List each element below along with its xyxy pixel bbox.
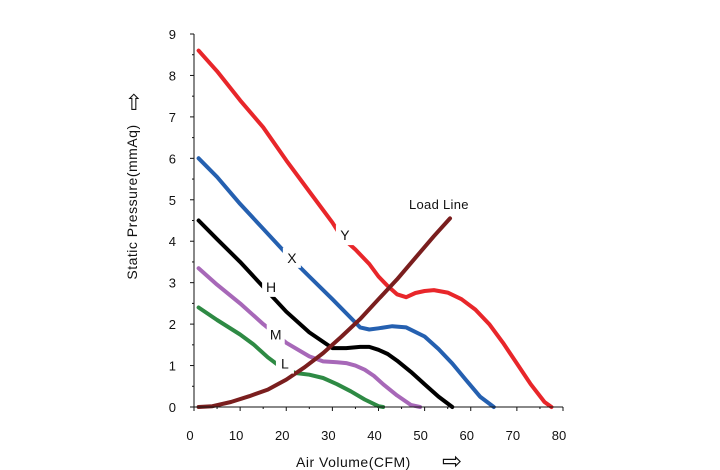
- y-tick-label: 7: [169, 110, 176, 125]
- y-tick-label: 6: [169, 151, 176, 166]
- y-tick-label: 1: [169, 359, 176, 374]
- y-tick-label: 2: [169, 317, 176, 332]
- curve-labels: Y XH ML Load Line: [262, 197, 469, 374]
- y-axis-ticks: 0 1 2 3 4 5 6 7 8 9: [169, 27, 194, 415]
- curve-label-l: L: [281, 356, 289, 372]
- load-line-label: Load Line: [409, 197, 469, 212]
- series-m-line: [196, 266, 422, 409]
- x-tick-label: 30: [321, 428, 335, 443]
- x-tick-label: 70: [506, 428, 520, 443]
- series-layer: [196, 48, 554, 409]
- curve-label-bg: [262, 276, 281, 297]
- y-tick-label: 8: [169, 68, 176, 83]
- series-l-line: [196, 305, 386, 409]
- curve-label-bg: [275, 353, 294, 374]
- load-line: [196, 216, 452, 409]
- x-tick-label: 50: [413, 428, 427, 443]
- series-y-line: [196, 48, 554, 409]
- x-tick-label: 20: [275, 428, 289, 443]
- x-tick-label: 60: [460, 428, 474, 443]
- y-tick-label: 5: [169, 193, 176, 208]
- series-x-line: [196, 156, 496, 409]
- curve-label-h: H: [266, 279, 276, 295]
- y-axis-arrow-icon: ⇧: [125, 91, 143, 116]
- curve-label-bg: [266, 324, 285, 345]
- y-tick-label: 9: [169, 27, 176, 42]
- curve-label-x: X: [287, 250, 297, 266]
- curve-label-m: M: [270, 327, 282, 343]
- y-axis-title: Static Pressure(mmAq): [124, 124, 140, 279]
- x-tick-label: 80: [552, 428, 566, 443]
- x-tick-label: 10: [229, 428, 243, 443]
- curve-label-y: Y: [340, 227, 350, 243]
- x-axis-arrow-icon: ⇨: [442, 447, 462, 470]
- x-tick-label: 40: [367, 428, 381, 443]
- curve-label-bg: [282, 247, 301, 268]
- y-tick-label: 4: [169, 234, 176, 249]
- x-axis-ticks: 0 10 20 30 40 50 60 70 80: [186, 407, 566, 443]
- x-tick-label: 0: [186, 428, 193, 443]
- curve-label-bg: [335, 225, 354, 246]
- y-tick-label: 3: [169, 276, 176, 291]
- y-tick-label: 0: [169, 400, 176, 415]
- series-h-line: [196, 218, 455, 409]
- x-axis-title: Air Volume(CFM): [296, 454, 411, 470]
